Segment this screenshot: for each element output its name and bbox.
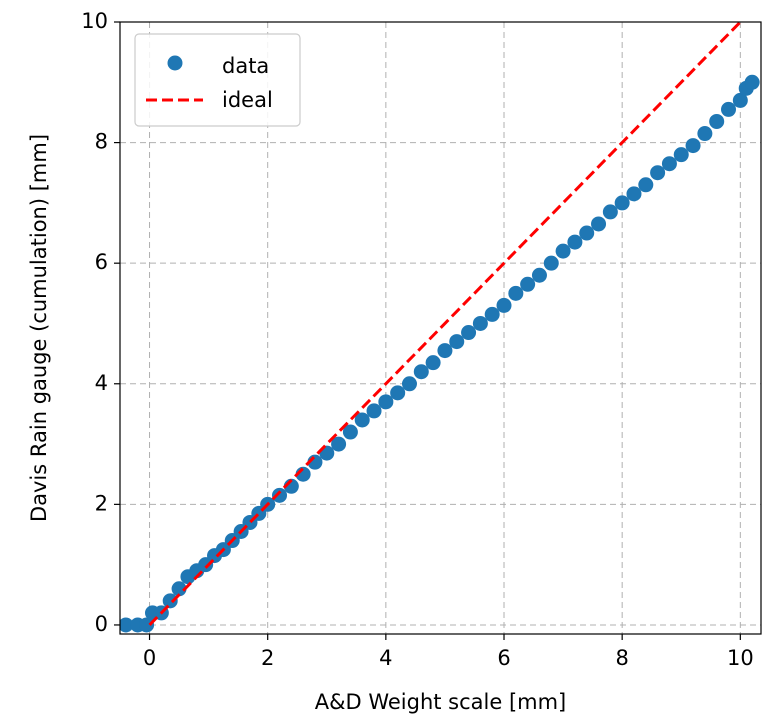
data-point: [139, 617, 155, 633]
data-point: [354, 412, 370, 428]
data-point: [626, 186, 642, 202]
data-point: [162, 593, 178, 609]
y-tick-label: 2: [95, 491, 108, 515]
data-point: [721, 101, 737, 117]
data-point: [591, 216, 607, 232]
data-point: [638, 177, 654, 193]
data-point: [378, 394, 394, 410]
data-point: [472, 315, 488, 331]
data-point: [508, 285, 524, 301]
legend-marker-data: [167, 55, 183, 71]
data-point: [555, 243, 571, 259]
data-point: [567, 234, 583, 250]
data-point: [401, 376, 417, 392]
data-point: [390, 385, 406, 401]
y-tick-label: 10: [81, 9, 108, 33]
ideal-line: [148, 22, 743, 627]
data-point: [272, 487, 288, 503]
data-point: [496, 297, 512, 313]
data-point: [437, 343, 453, 359]
data-point: [331, 436, 347, 452]
y-tick-label: 6: [95, 250, 108, 274]
data-point: [661, 156, 677, 172]
data-point: [709, 113, 725, 129]
x-tick-label: 4: [379, 646, 392, 670]
legend-label-ideal: ideal: [222, 88, 273, 112]
x-tick-label: 6: [497, 646, 510, 670]
data-point: [744, 74, 760, 90]
plot-frame: [119, 21, 762, 635]
data-point: [685, 138, 701, 154]
data-point: [413, 364, 429, 380]
data-point: [531, 267, 547, 283]
data-point: [602, 204, 618, 220]
legend-frame: [134, 33, 301, 127]
x-tick-label: 10: [727, 646, 754, 670]
data-point: [425, 355, 441, 371]
data-point: [614, 195, 630, 211]
data-point: [484, 306, 500, 322]
x-tick-label: 0: [143, 646, 156, 670]
series-layer: [120, 22, 760, 633]
legend: data ideal: [134, 33, 301, 127]
data-point: [579, 225, 595, 241]
x-tick-label: 8: [615, 646, 628, 670]
tick-labels: 0 2 4 6 8 10 0 2 4 6 8 10: [81, 9, 753, 670]
data-point: [697, 126, 713, 142]
data-point: [366, 403, 382, 419]
x-tick-label: 2: [261, 646, 274, 670]
data-point: [520, 276, 536, 292]
data-point: [120, 617, 134, 633]
data-point: [543, 255, 559, 271]
y-axis-label: Davis Rain gauge (cumulation) [mm]: [27, 134, 51, 522]
data-point: [650, 165, 666, 181]
data-point: [461, 325, 477, 341]
y-tick-label: 4: [95, 371, 108, 395]
y-tick-label: 8: [95, 130, 108, 154]
y-tick-label: 0: [95, 612, 108, 636]
data-point: [449, 334, 465, 350]
legend-label-data: data: [222, 54, 269, 78]
data-point: [673, 147, 689, 163]
data-point: [342, 424, 358, 440]
ticks: [114, 21, 741, 640]
x-axis-label: A&D Weight scale [mm]: [315, 690, 567, 714]
data-point: [732, 92, 748, 108]
data-point: [171, 581, 187, 597]
